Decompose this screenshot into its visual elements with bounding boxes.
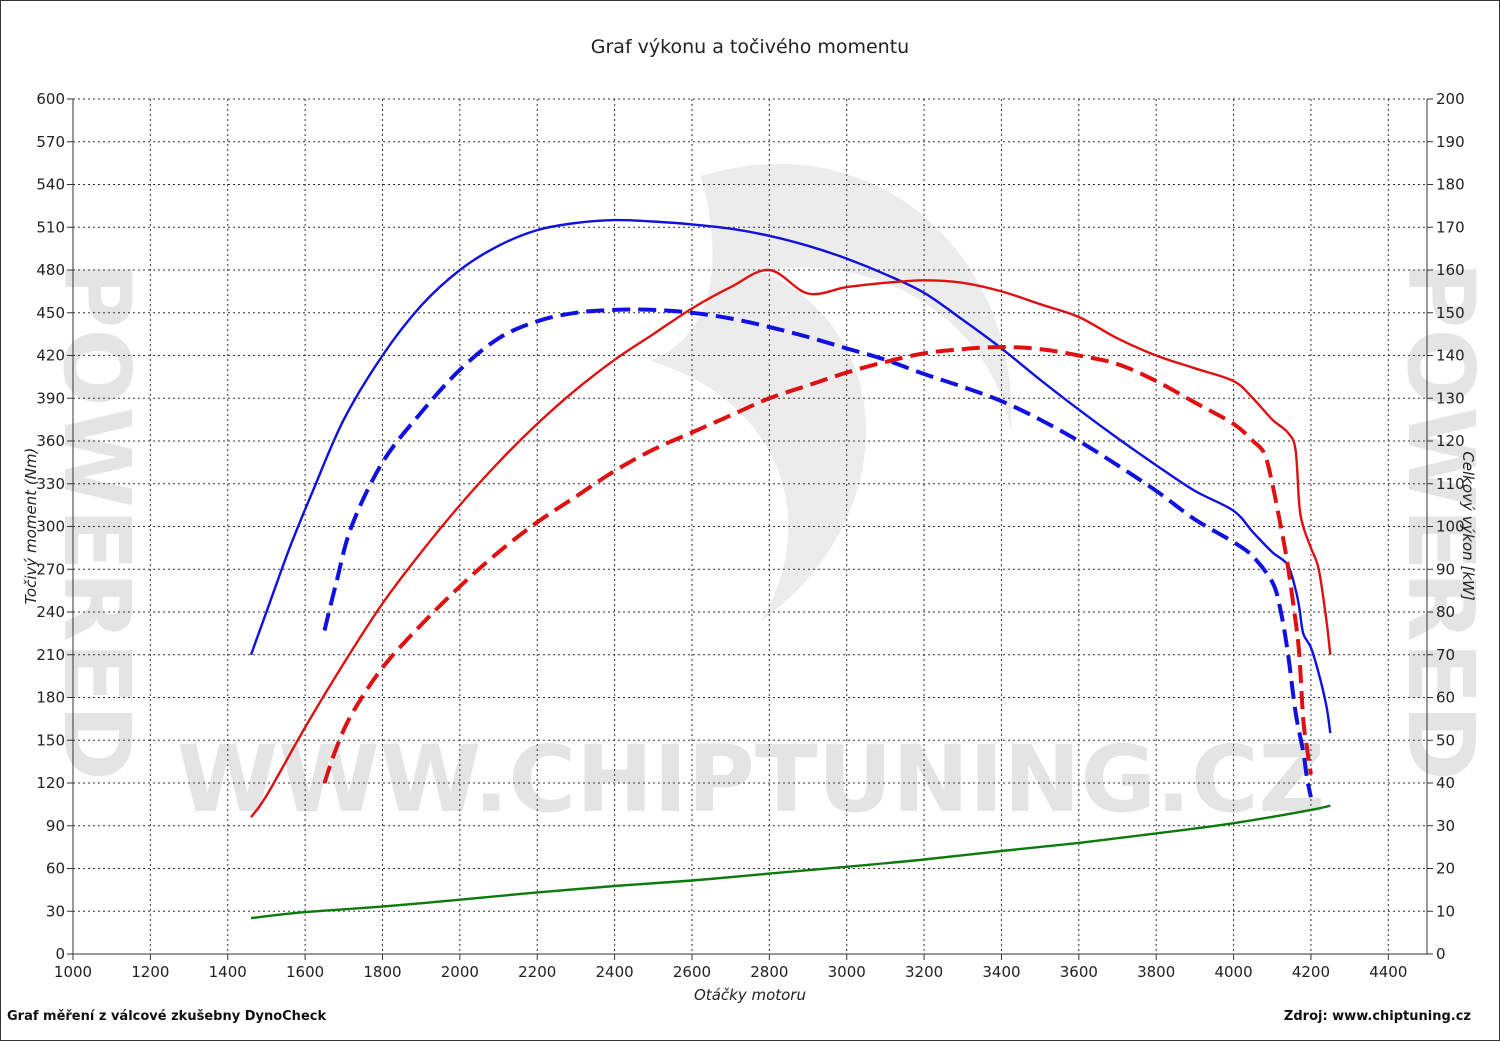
- y-axis-label-right: Celkový výkon [kW]: [1459, 451, 1477, 601]
- y-right-tick-label: 130: [1436, 389, 1465, 407]
- y-left-tick-label: 300: [36, 518, 65, 536]
- x-tick-label: 4400: [1369, 963, 1407, 981]
- x-tick-label: 2000: [441, 963, 479, 981]
- power-stock-line: [322, 345, 1313, 784]
- y-left-tick-label: 600: [36, 90, 65, 108]
- y-right-tick-label: 70: [1436, 646, 1455, 664]
- y-left-tick-label: 210: [36, 646, 65, 664]
- torque-stock-line: [322, 307, 1313, 798]
- torque-tuned-line: [249, 218, 1332, 734]
- y-right-tick-label: 100: [1436, 518, 1465, 536]
- watermark-side-left: POWERED: [43, 261, 150, 781]
- x-tick-label: 2400: [596, 963, 634, 981]
- y-left-tick-label: 390: [36, 389, 65, 407]
- drag-loss-line: [250, 804, 1331, 920]
- x-tick-label: 3800: [1137, 963, 1175, 981]
- y-left-tick-label: 180: [36, 689, 65, 707]
- chart-title: Graf výkonu a točivého momentu: [591, 36, 909, 58]
- footer-source-left: Graf měření z válcové zkušebny DynoCheck: [7, 1009, 326, 1024]
- y-left-tick-label: 330: [36, 475, 65, 493]
- y-right-tick-label: 110: [1436, 475, 1465, 493]
- x-tick-label: 3000: [828, 963, 866, 981]
- y-right-tick-label: 40: [1436, 774, 1455, 792]
- watermark-url: WWW.CHIPTUNING.CZ: [177, 726, 1325, 833]
- y-right-tick-label: 80: [1436, 603, 1455, 621]
- y-left-tick-label: 270: [36, 560, 65, 578]
- x-axis-label: Otáčky motoru: [694, 986, 806, 1004]
- y-right-tick-label: 180: [1436, 176, 1465, 194]
- chart-series: [249, 218, 1332, 920]
- x-tick-label: 3600: [1060, 963, 1098, 981]
- x-tick-label: 1400: [209, 963, 247, 981]
- y-axis-label-left: Točivý moment (Nm): [22, 448, 40, 605]
- y-right-tick-label: 10: [1436, 902, 1455, 920]
- watermark: POWERED POWERED WWW.CHIPTUNING.CZ: [43, 163, 1494, 833]
- x-tick-label: 1000: [54, 963, 92, 981]
- x-tick-label: 4200: [1292, 963, 1330, 981]
- watermark-logo-swoosh: [651, 163, 1012, 622]
- y-left-tick-label: 510: [36, 218, 65, 236]
- y-right-tick-label: 90: [1436, 560, 1455, 578]
- y-left-tick-label: 420: [36, 347, 65, 365]
- y-right-tick-label: 160: [1436, 261, 1465, 279]
- chart-axes: 1000 1200 1400 1600 1800 2000 2200 2400 2600 2800…: [36, 90, 1464, 981]
- y-left-tick-label: 570: [36, 133, 65, 151]
- x-tick-label: 2600: [673, 963, 711, 981]
- power-tuned-line: [250, 268, 1332, 818]
- y-right-tick-label: 170: [1436, 218, 1465, 236]
- y-right-tick-label: 0: [1436, 945, 1446, 963]
- x-tick-label: 3200: [905, 963, 943, 981]
- y-right-tick-label: 140: [1436, 347, 1465, 365]
- x-tick-label: 1200: [131, 963, 169, 981]
- y-left-tick-label: 30: [46, 902, 65, 920]
- y-left-tick-label: 90: [46, 817, 65, 835]
- y-right-tick-label: 50: [1436, 731, 1455, 749]
- watermark-side-right: POWERED: [1387, 261, 1494, 781]
- y-left-tick-label: 480: [36, 261, 65, 279]
- x-tick-label: 3400: [982, 963, 1020, 981]
- y-right-tick-label: 120: [1436, 432, 1465, 450]
- x-tick-label: 2800: [750, 963, 788, 981]
- y-right-tick-label: 150: [1436, 304, 1465, 322]
- y-right-tick-label: 60: [1436, 689, 1455, 707]
- y-right-tick-label: 20: [1436, 860, 1455, 878]
- y-right-tick-label: 190: [1436, 133, 1465, 151]
- y-left-tick-label: 360: [36, 432, 65, 450]
- y-right-tick-label: 30: [1436, 817, 1455, 835]
- y-left-tick-label: 0: [55, 945, 65, 963]
- y-left-tick-label: 540: [36, 176, 65, 194]
- y-left-tick-label: 240: [36, 603, 65, 621]
- y-left-tick-label: 150: [36, 731, 65, 749]
- x-tick-label: 2200: [518, 963, 556, 981]
- y-left-tick-label: 120: [36, 774, 65, 792]
- x-tick-label: 4000: [1214, 963, 1252, 981]
- y-left-tick-label: 450: [36, 304, 65, 322]
- y-right-tick-label: 200: [1436, 90, 1465, 108]
- x-tick-label: 1800: [363, 963, 401, 981]
- x-tick-label: 1600: [286, 963, 324, 981]
- y-left-tick-label: 60: [46, 860, 65, 878]
- footer-source-right: Zdroj: www.chiptuning.cz: [1284, 1009, 1471, 1024]
